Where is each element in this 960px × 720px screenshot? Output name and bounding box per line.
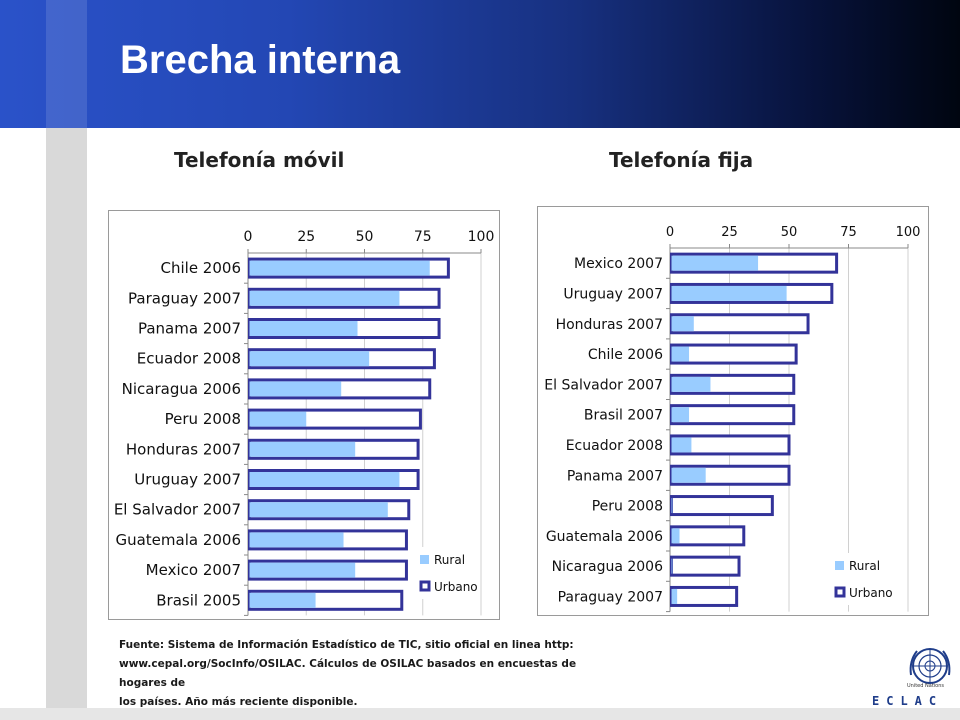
category-label: Brasil 2005 — [156, 591, 241, 609]
bar-urbano — [670, 555, 741, 577]
bar-rural — [671, 316, 694, 332]
x-tick-label: 75 — [840, 225, 857, 240]
bar-urbano — [670, 525, 746, 547]
legend-swatch-rural — [835, 561, 844, 570]
x-tick-label: 0 — [666, 225, 674, 240]
bar-urbano — [670, 343, 798, 365]
legend-label-rural: Rural — [849, 559, 880, 573]
category-label: Guatemala 2006 — [115, 531, 241, 549]
bar-rural — [671, 467, 706, 483]
eclac-logo-text: ECLAC — [872, 694, 944, 708]
x-tick-label: 25 — [297, 229, 315, 245]
category-label: Peru 2008 — [592, 499, 663, 515]
bar-rural — [671, 407, 690, 423]
legend-swatch-urbano — [419, 580, 431, 592]
category-label: Paraguay 2007 — [128, 289, 241, 307]
bar-rural — [671, 588, 678, 604]
chart-movil: 0 25 50 75 100 Chile 2006 Paraguay 2007 Panama … — [108, 210, 500, 620]
category-label: Nicaragua 2006 — [122, 380, 241, 398]
category-label: El Salvador 2007 — [544, 377, 663, 393]
x-tick-label: 100 — [896, 225, 921, 240]
x-tick-label: 100 — [468, 229, 495, 245]
bar-rural — [249, 260, 430, 276]
x-tick-label: 50 — [356, 229, 374, 245]
category-label: Paraguay 2007 — [558, 589, 663, 605]
bar-rural — [249, 321, 358, 336]
bar-rural — [249, 532, 344, 548]
bar-rural — [249, 502, 388, 518]
x-tick-label: 25 — [721, 225, 738, 240]
bar-rural — [671, 558, 673, 574]
category-label: Peru 2008 — [165, 410, 241, 428]
bar-urbano — [670, 585, 739, 607]
category-label: Honduras 2007 — [556, 317, 663, 333]
un-emblem-icon — [909, 648, 951, 684]
category-label: Mexico 2007 — [146, 561, 241, 579]
bar-rural — [249, 562, 356, 578]
category-label: Guatemala 2006 — [546, 529, 663, 545]
slide-header — [0, 0, 960, 128]
bar-rural — [249, 592, 316, 608]
bar-rural — [671, 255, 759, 271]
bar-rural — [671, 498, 673, 514]
legend-label-urbano: Urbano — [849, 586, 893, 600]
bar-rural — [249, 411, 307, 427]
bar-rural — [249, 441, 356, 457]
category-label: Nicaragua 2006 — [552, 559, 663, 575]
category-label: Brasil 2007 — [584, 408, 663, 424]
legend-swatch-urbano — [834, 586, 846, 598]
category-label: Ecuador 2008 — [566, 438, 663, 454]
category-label: Panama 2007 — [567, 468, 663, 484]
x-tick-label: 50 — [781, 225, 798, 240]
bar-rural — [249, 472, 400, 487]
bar-rural — [249, 290, 400, 306]
bar-rural — [249, 381, 342, 397]
category-label: Chile 2006 — [588, 347, 663, 363]
chart-movil-svg: 0 25 50 75 100 Chile 2006 Paraguay 2007 Panama … — [108, 210, 500, 620]
category-label: Honduras 2007 — [126, 440, 241, 458]
source-line-1: Fuente: Sistema de Información Estadísti… — [119, 639, 574, 651]
chart-title-fija: Telefonía fija — [609, 148, 754, 172]
bar-rural — [671, 346, 690, 362]
bar-rural — [671, 528, 680, 544]
category-label: Uruguay 2007 — [134, 471, 241, 489]
bar-urbano — [670, 404, 796, 426]
category-label: Uruguay 2007 — [563, 286, 663, 302]
legend-label-urbano: Urbano — [434, 580, 478, 594]
category-label: Mexico 2007 — [574, 256, 663, 272]
source-line-3: los países. Año más reciente disponible. — [119, 696, 358, 708]
bar-rural — [671, 376, 711, 392]
chart-fija: 0 25 50 75 100 Mexico 2007 Uruguay 2007 Hondura… — [537, 206, 929, 616]
chart-title-movil: Telefonía móvil — [174, 148, 345, 172]
bar-rural — [671, 437, 692, 453]
legend-swatch-rural — [420, 555, 429, 564]
bar-rural — [249, 351, 370, 367]
category-label: Ecuador 2008 — [137, 350, 241, 368]
x-tick-label: 75 — [414, 229, 432, 245]
source-note: Fuente: Sistema de Información Estadísti… — [119, 636, 619, 712]
source-line-2: www.cepal.org/SocInfo/OSILAC. Cálculos d… — [119, 658, 577, 689]
category-label: Panama 2007 — [138, 320, 241, 338]
bottom-bar — [0, 708, 960, 720]
bar-rural — [671, 285, 787, 301]
chart-fija-svg: 0 25 50 75 100 Mexico 2007 Uruguay 2007 Hondura… — [537, 206, 929, 616]
slide-title: Brecha interna — [120, 38, 401, 82]
legend-label-rural: Rural — [434, 553, 465, 567]
header-stripe — [46, 0, 87, 128]
category-label: Chile 2006 — [161, 259, 242, 277]
x-tick-label: 0 — [244, 229, 253, 245]
category-label: El Salvador 2007 — [114, 501, 241, 519]
bar-urbano — [670, 495, 774, 517]
un-caption: United Nations — [907, 683, 945, 689]
